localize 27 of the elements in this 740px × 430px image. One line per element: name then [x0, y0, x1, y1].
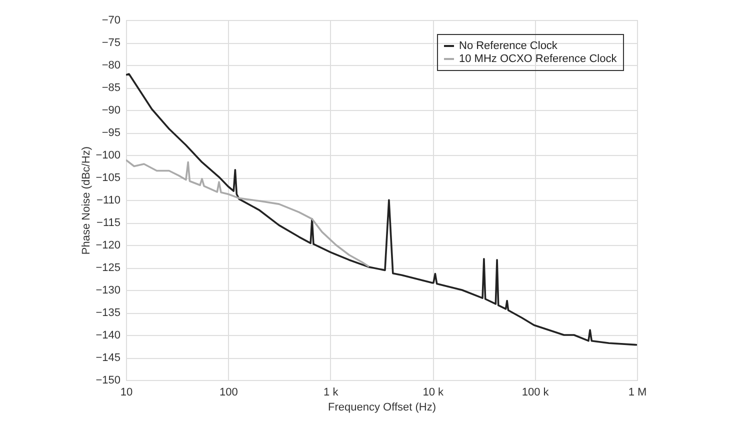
x-tick-label: 10 k	[422, 386, 444, 398]
y-tick-label: −115	[96, 217, 120, 229]
y-tick-label: −125	[96, 262, 120, 274]
y-tick-label: −130	[96, 284, 120, 296]
y-tick-label: −100	[96, 150, 120, 162]
x-tick-label: 100	[220, 386, 238, 398]
y-tick-label: −80	[102, 60, 120, 72]
y-tick-label: −135	[96, 307, 120, 319]
legend-label: No Reference Clock	[459, 40, 558, 52]
x-tick-label: 1 M	[628, 386, 647, 398]
x-tick-label: 100 k	[522, 386, 550, 398]
y-axis-title: Phase Noise (dBc/Hz)	[80, 146, 93, 255]
y-tick-label: −120	[96, 240, 120, 252]
y-tick-label: −75	[102, 37, 120, 49]
y-tick-label: −145	[96, 352, 120, 364]
legend-label: 10 MHz OCXO Reference Clock	[459, 53, 618, 65]
x-tick-label: 10	[120, 386, 133, 398]
y-tick-label: −70	[102, 14, 120, 26]
x-tick-label: 1 k	[324, 386, 339, 398]
y-tick-label: −85	[102, 82, 120, 94]
y-tick-label: −95	[102, 127, 120, 139]
x-axis-title: Frequency Offset (Hz)	[328, 402, 436, 414]
y-tick-label: −90	[102, 104, 120, 116]
y-tick-label: −105	[96, 172, 120, 184]
y-tick-label: −140	[96, 330, 120, 342]
y-tick-label: −150	[96, 374, 120, 386]
y-tick-label: −110	[96, 194, 120, 206]
